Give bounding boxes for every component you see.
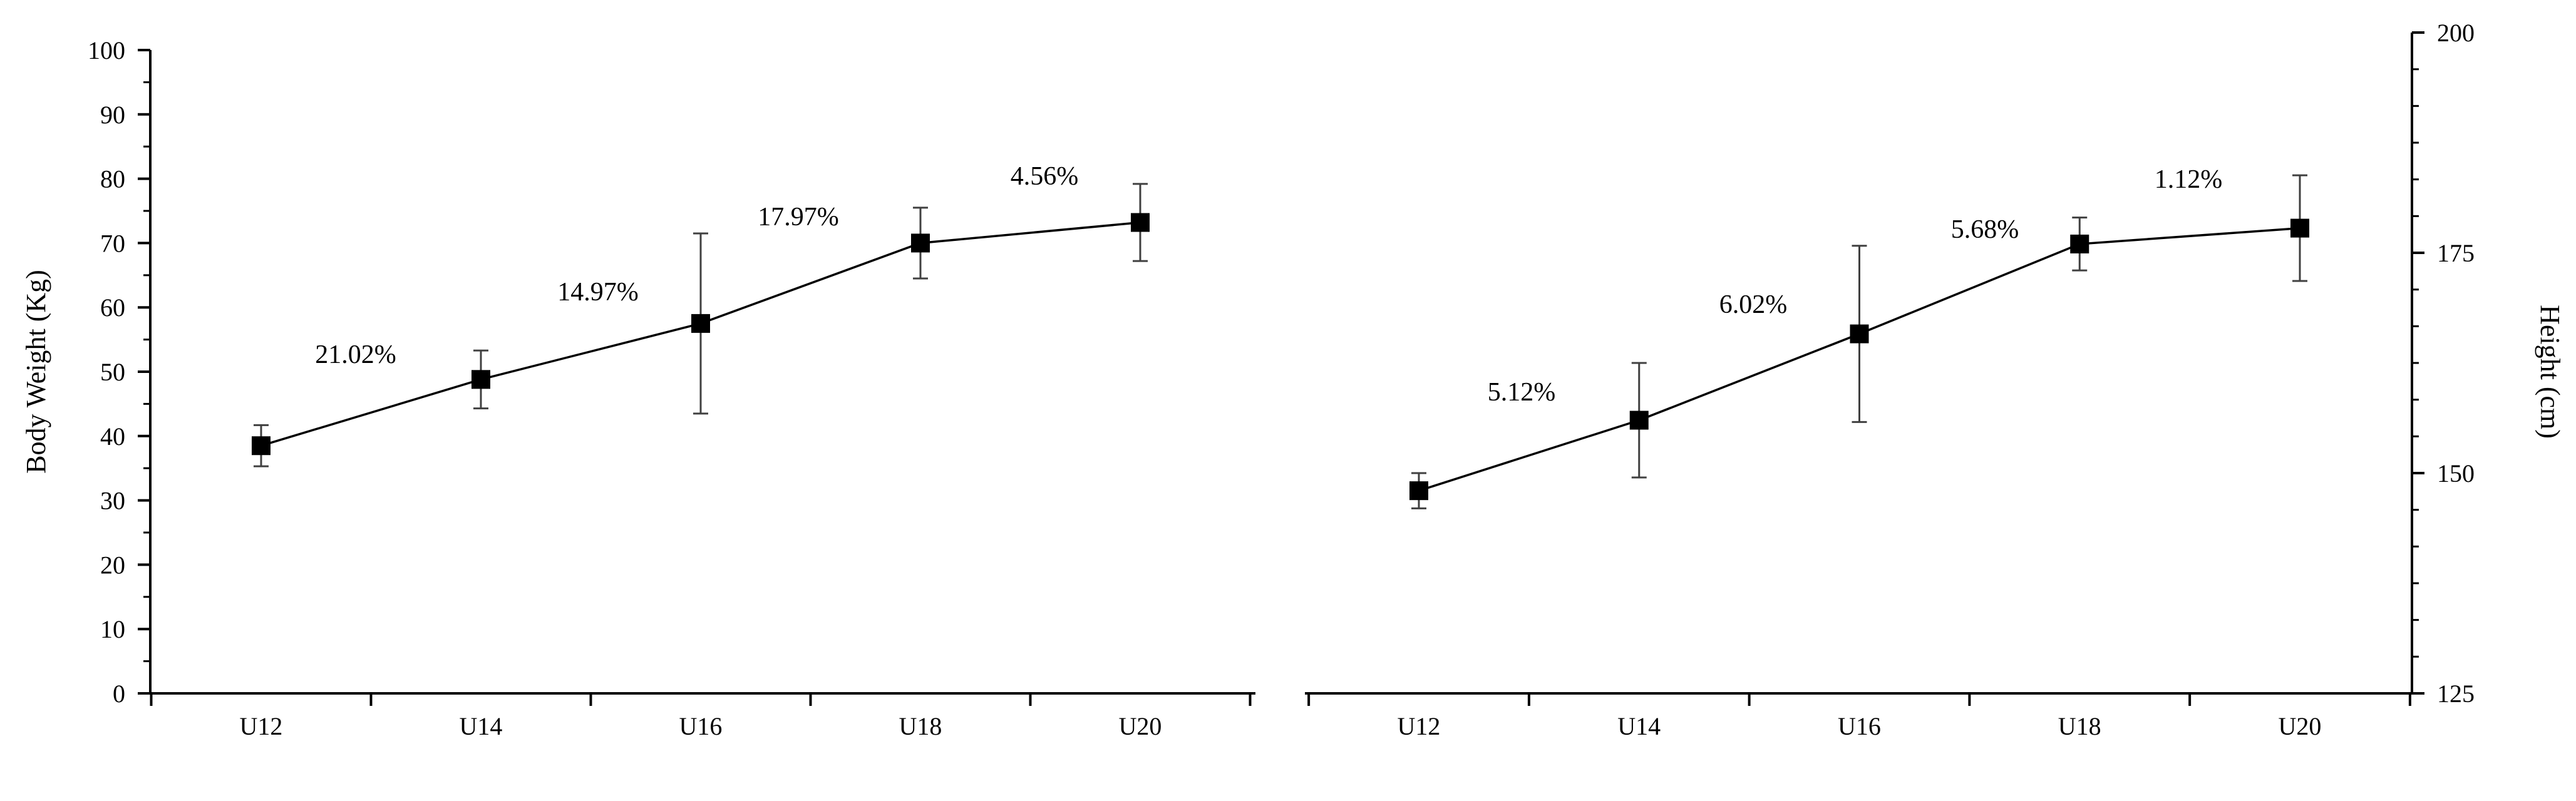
x-tick-label: U14 — [460, 712, 503, 740]
data-point-marker — [1409, 481, 1428, 501]
y-tick-label: 90 — [100, 101, 125, 129]
data-point-marker — [471, 370, 490, 389]
body-weight-panel: U12 U14 U16 U18 U20 0 10 20 30 40 50 60 70 80 90 100 Bod… — [21, 36, 1255, 740]
x-tick-label: U12 — [1398, 712, 1441, 740]
data-point-marker — [252, 436, 270, 456]
y-tick-label: 60 — [100, 293, 125, 322]
data-point-marker — [1850, 324, 1869, 344]
y-tick-label: 70 — [100, 229, 125, 257]
data-point-marker — [1131, 213, 1150, 232]
x-tick-label: U16 — [679, 712, 723, 740]
percent-change-label: 5.68% — [1951, 215, 2019, 244]
x-tick-label: U12 — [240, 712, 283, 740]
percent-change-label: 6.02% — [1719, 290, 1788, 319]
y-tick-label: 125 — [2437, 680, 2475, 708]
y-tick-label: 175 — [2437, 239, 2475, 267]
percent-change-label: 21.02% — [315, 340, 396, 369]
x-tick-label: U20 — [2279, 712, 2322, 740]
x-tick-label: U16 — [1838, 712, 1881, 740]
y-tick-label: 80 — [100, 165, 125, 193]
data-point-marker — [911, 233, 930, 253]
y-tick-label: 50 — [100, 358, 125, 386]
y-tick-label: 20 — [100, 551, 125, 579]
percent-change-label: 17.97% — [758, 203, 839, 232]
percent-change-label: 1.12% — [2155, 165, 2223, 194]
x-tick-label: U18 — [2058, 712, 2101, 740]
x-tick-label: U20 — [1119, 712, 1162, 740]
y-axis-label: Height (cm) — [2535, 305, 2565, 439]
percent-change-label: 14.97% — [557, 278, 639, 307]
y-axis-label: Body Weight (Kg) — [21, 270, 51, 474]
y-tick-label: 40 — [100, 422, 125, 451]
data-point-marker — [691, 314, 710, 333]
x-tick-label: U18 — [899, 712, 942, 740]
y-tick-label: 200 — [2437, 19, 2475, 47]
y-tick-label: 10 — [100, 615, 125, 643]
height-panel: U12 U14 U16 U18 U20 125 150 175 200 Height (cm) 5.… — [1305, 19, 2565, 740]
percent-change-label: 5.12% — [1488, 378, 1556, 407]
data-point-marker — [1629, 411, 1649, 430]
y-tick-label: 150 — [2437, 459, 2475, 487]
y-tick-label: 100 — [88, 36, 125, 64]
percent-change-label: 4.56% — [1011, 162, 1079, 191]
data-point-marker — [2290, 218, 2309, 238]
data-point-marker — [2070, 234, 2089, 253]
x-tick-label: U14 — [1617, 712, 1661, 740]
y-tick-label: 0 — [113, 680, 125, 708]
y-tick-label: 30 — [100, 487, 125, 515]
